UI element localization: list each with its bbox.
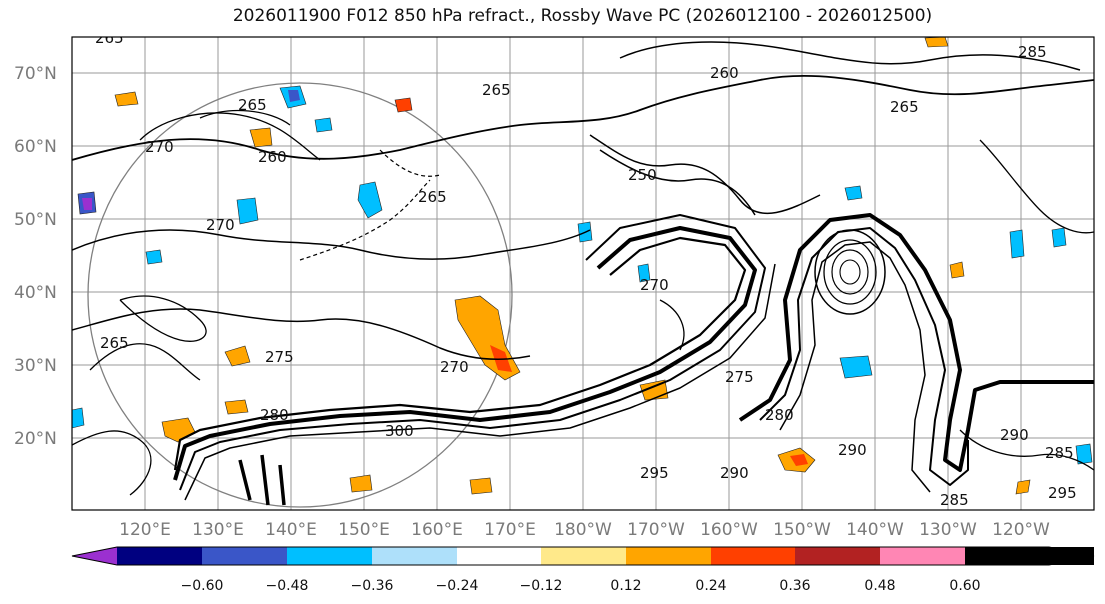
colorbar-tick: −0.12 [520,578,563,594]
contour-label: 260 [258,148,287,166]
contour-label: 295 [1048,484,1077,502]
colorbar-swatch [72,547,117,565]
colorbar-swatch [711,547,795,565]
contour-label: 270 [440,358,469,376]
contour-label: 275 [265,348,294,366]
lon-label: 150°W [773,520,831,540]
colorbar-swatch [372,547,457,565]
colorbar-tick: 0.48 [864,578,895,594]
contour-label: 265 [482,81,511,99]
colorbar-tick: 0.24 [695,578,726,594]
lat-label-70: 70°N [14,64,57,84]
lat-label-60: 60°N [14,137,57,157]
lon-label: 130°E [192,520,244,540]
contour-label: 290 [1000,426,1029,444]
lon-label: 120°E [119,520,171,540]
colorbar-tick: 0.36 [779,578,810,594]
lon-label: 160°W [700,520,758,540]
contour-label: 270 [206,216,235,234]
colorbar-swatch [541,547,626,565]
lat-label-40: 40°N [14,283,57,303]
contour-label: 280 [260,406,289,424]
contours [72,41,1094,506]
lon-label: 130°W [919,520,977,540]
colorbar-outline [71,546,1095,566]
shaded-anomalies [72,37,1093,495]
lon-label: 150°E [338,520,390,540]
colorbar: −0.60 −0.48 −0.36 −0.24 −0.12 0.12 0.24 … [71,546,1095,594]
contour-label: 265 [890,98,919,116]
contour-label: 265 [100,334,129,352]
colorbar-swatch [457,547,541,565]
contour-labels: 265 270 265 260 265 260 270 265 250 265 … [95,29,1077,509]
lon-label: 170°E [484,520,536,540]
contour-label: 285 [1045,444,1074,462]
colorbar-swatch [626,547,711,565]
colorbar-swatch [795,547,880,565]
lon-label: 160°E [411,520,463,540]
lat-label-30: 30°N [14,356,57,376]
colorbar-tick: 0.60 [949,578,980,594]
contour-label: 275 [725,368,754,386]
map-border [71,36,1095,511]
colorbar-tick: −0.48 [266,578,309,594]
contour-label: 285 [940,491,969,509]
graticule [72,37,1094,510]
contour-label: 285 [1018,43,1047,61]
colorbar-swatch [287,547,372,565]
contour-label: 295 [640,464,669,482]
contour-label: 265 [95,29,124,47]
colorbar-swatch [202,547,287,565]
contour-label: 290 [720,464,749,482]
contour-label: 270 [145,138,174,156]
lon-label: 140°E [265,520,317,540]
contour-label: 265 [418,188,447,206]
lon-label: 140°W [846,520,904,540]
longitude-labels: 120°E 130°E 140°E 150°E 160°E 170°E 180°… [119,520,1050,540]
colorbar-ticks: −0.60 −0.48 −0.36 −0.24 −0.12 0.12 0.24 … [181,578,981,594]
contour-label: 260 [710,64,739,82]
colorbar-tick: −0.24 [436,578,479,594]
contour-label: 290 [838,441,867,459]
latitude-labels: 70°N 60°N 50°N 40°N 30°N 20°N [14,64,57,449]
colorbar-tick: −0.36 [351,578,394,594]
reference-circle [87,82,513,508]
colorbar-swatch [117,547,202,565]
contour-label: 280 [765,406,794,424]
colorbar-swatch [880,547,965,565]
lon-label: 180°W [554,520,612,540]
colorbar-tick: −0.60 [181,578,224,594]
lon-label: 170°W [627,520,685,540]
contour-label: 270 [640,276,669,294]
lon-label: 120°W [992,520,1050,540]
contour-label: 265 [238,96,267,114]
contour-label: 250 [628,166,657,184]
lat-label-20: 20°N [14,429,57,449]
map-title: 2026011900 F012 850 hPa refract., Rossby… [232,6,933,26]
colorbar-tick: 0.12 [610,578,641,594]
colorbar-swatch [965,547,1094,565]
lat-label-50: 50°N [14,210,57,230]
contour-label: 300 [385,422,414,440]
